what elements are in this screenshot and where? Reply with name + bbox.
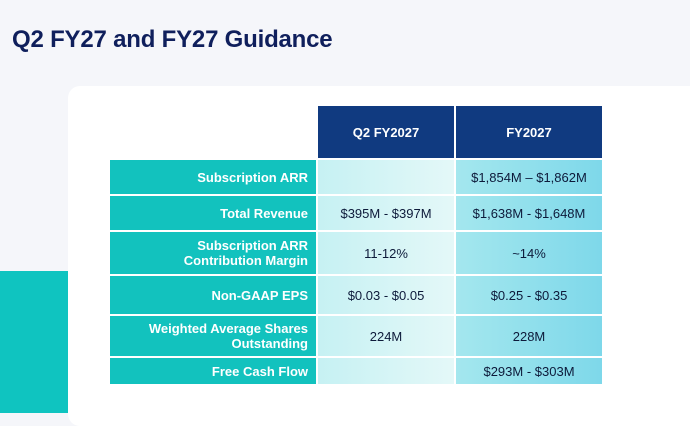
row-label-line: Outstanding xyxy=(231,336,308,351)
q2-value xyxy=(316,356,455,384)
q2-value: 11-12% xyxy=(316,230,455,275)
fy-value: $1,638M - $1,648M xyxy=(454,194,602,231)
row-label-line: Non-GAAP EPS xyxy=(211,287,308,303)
q2-value xyxy=(316,158,455,195)
accent-block xyxy=(0,271,80,413)
q2-value: $395M - $397M xyxy=(316,194,455,231)
row-label-line: Subscription ARR xyxy=(197,238,308,253)
table-header-row: Q2 FY2027 FY2027 xyxy=(110,106,602,159)
header-empty-cell xyxy=(110,106,317,159)
q2-value: 224M xyxy=(316,314,455,357)
table-row: Non-GAAP EPS $0.03 - $0.05 $0.25 - $0.35 xyxy=(110,274,602,315)
row-label: Non-GAAP EPS xyxy=(110,274,317,315)
column-header-fy: FY2027 xyxy=(454,106,602,159)
table-row: Subscription ARR Contribution Margin 11-… xyxy=(110,230,602,275)
row-label: Total Revenue xyxy=(110,194,317,231)
row-label-line: Total Revenue xyxy=(220,205,308,221)
row-label: Free Cash Flow xyxy=(110,356,317,384)
row-label-line: Contribution Margin xyxy=(183,253,308,268)
column-header-q2: Q2 FY2027 xyxy=(316,106,455,159)
row-label: Subscription ARR xyxy=(110,158,317,195)
table-row: Weighted Average Shares Outstanding 224M… xyxy=(110,314,602,357)
fy-value: ~14% xyxy=(454,230,602,275)
table-row: Free Cash Flow $293M - $303M xyxy=(110,356,602,384)
fy-value: 228M xyxy=(454,314,602,357)
row-label: Subscription ARR Contribution Margin xyxy=(110,230,317,275)
row-label-line: Weighted Average Shares xyxy=(148,321,308,336)
q2-value: $0.03 - $0.05 xyxy=(316,274,455,315)
table-row: Total Revenue $395M - $397M $1,638M - $1… xyxy=(110,194,602,231)
fy-value: $1,854M – $1,862M xyxy=(454,158,602,195)
row-label-line: Subscription ARR xyxy=(197,169,308,185)
page-title: Q2 FY27 and FY27 Guidance xyxy=(12,26,333,53)
row-label-line: Free Cash Flow xyxy=(211,363,308,379)
fy-value: $293M - $303M xyxy=(454,356,602,384)
table-row: Subscription ARR $1,854M – $1,862M xyxy=(110,158,602,195)
guidance-table: Q2 FY2027 FY2027 Subscription ARR $1,854… xyxy=(110,106,602,384)
fy-value: $0.25 - $0.35 xyxy=(454,274,602,315)
row-label: Weighted Average Shares Outstanding xyxy=(110,314,317,357)
